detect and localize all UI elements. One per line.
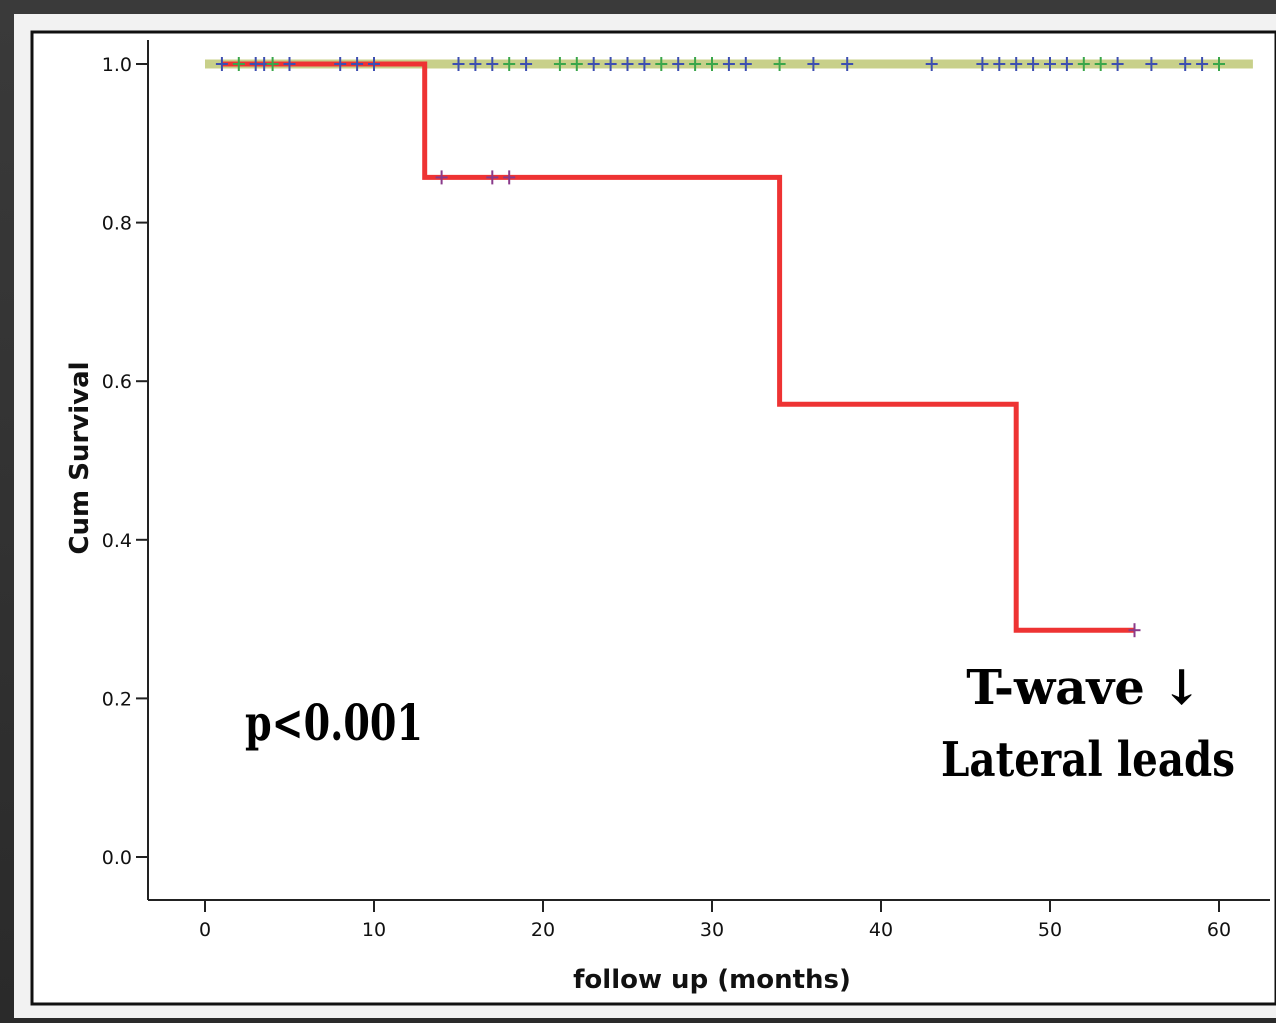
censor-mark xyxy=(232,57,245,71)
censor-mark xyxy=(976,57,989,71)
censor-mark xyxy=(435,170,448,185)
censor-mark xyxy=(469,57,482,71)
censor-mark xyxy=(1094,57,1107,71)
y-tick-label: 0.6 xyxy=(102,371,132,393)
y-axis-title: Cum Survival xyxy=(65,361,95,554)
x-axis-title: follow up (months) xyxy=(573,965,851,995)
x-tick-label: 10 xyxy=(362,919,386,941)
censor-mark xyxy=(486,57,499,71)
y-tick-label: 0.2 xyxy=(102,688,132,710)
censor-mark xyxy=(638,57,651,71)
censor-mark xyxy=(553,57,566,71)
y-tick-label: 0.4 xyxy=(102,530,132,552)
censor-mark xyxy=(1010,57,1023,71)
censor-mark xyxy=(520,57,533,71)
censor-mark xyxy=(1027,57,1040,71)
censor-mark xyxy=(570,57,583,71)
lateral-leads-annotation: Lateral leads xyxy=(941,732,1235,788)
twave-annotation: T-wave ↓ xyxy=(966,660,1201,716)
censor-mark xyxy=(604,57,617,71)
x-tick-label: 30 xyxy=(700,919,724,941)
x-tick-label: 0 xyxy=(199,919,211,941)
censor-mark xyxy=(1128,623,1141,638)
censor-mark xyxy=(993,57,1006,71)
x-tick-label: 40 xyxy=(869,919,893,941)
censor-mark xyxy=(1111,57,1124,71)
y-tick-label: 1.0 xyxy=(102,54,132,76)
censor-mark xyxy=(925,57,938,71)
censor-mark xyxy=(689,57,702,71)
series-line-3 xyxy=(221,61,1135,633)
p-value-annotation: p<0.001 xyxy=(245,693,423,752)
x-tick-label: 50 xyxy=(1038,919,1062,941)
censor-mark xyxy=(334,57,347,71)
censor-mark xyxy=(1196,57,1209,71)
censor-mark xyxy=(587,57,600,71)
censor-mark xyxy=(672,57,685,71)
x-tick-label: 20 xyxy=(531,919,555,941)
x-tick-label: 60 xyxy=(1207,919,1231,941)
censor-mark xyxy=(807,57,820,71)
censor-mark xyxy=(655,57,668,71)
censor-mark xyxy=(841,57,854,71)
censor-mark xyxy=(452,57,465,71)
censor-mark xyxy=(1077,57,1090,71)
chart-frame xyxy=(30,30,1276,1006)
censor-mark xyxy=(706,57,718,71)
censor-mark xyxy=(1044,57,1056,71)
censor-mark xyxy=(266,57,279,71)
censor-mark xyxy=(1060,57,1073,71)
censor-mark xyxy=(215,57,228,71)
y-tick-label: 0.8 xyxy=(102,213,132,235)
censor-mark xyxy=(773,57,786,71)
censor-mark xyxy=(351,57,364,71)
censor-mark xyxy=(739,57,752,71)
censor-mark xyxy=(368,57,380,71)
censor-mark xyxy=(503,57,516,71)
censor-mark xyxy=(1179,57,1192,71)
censor-mark xyxy=(621,57,634,71)
censor-mark xyxy=(1145,57,1158,71)
censor-mark xyxy=(722,57,735,71)
y-tick-label: 0.0 xyxy=(102,847,132,869)
censor-mark xyxy=(283,57,296,71)
censor-mark xyxy=(1213,57,1225,71)
censor-mark xyxy=(486,170,499,185)
censor-mark xyxy=(503,170,516,185)
